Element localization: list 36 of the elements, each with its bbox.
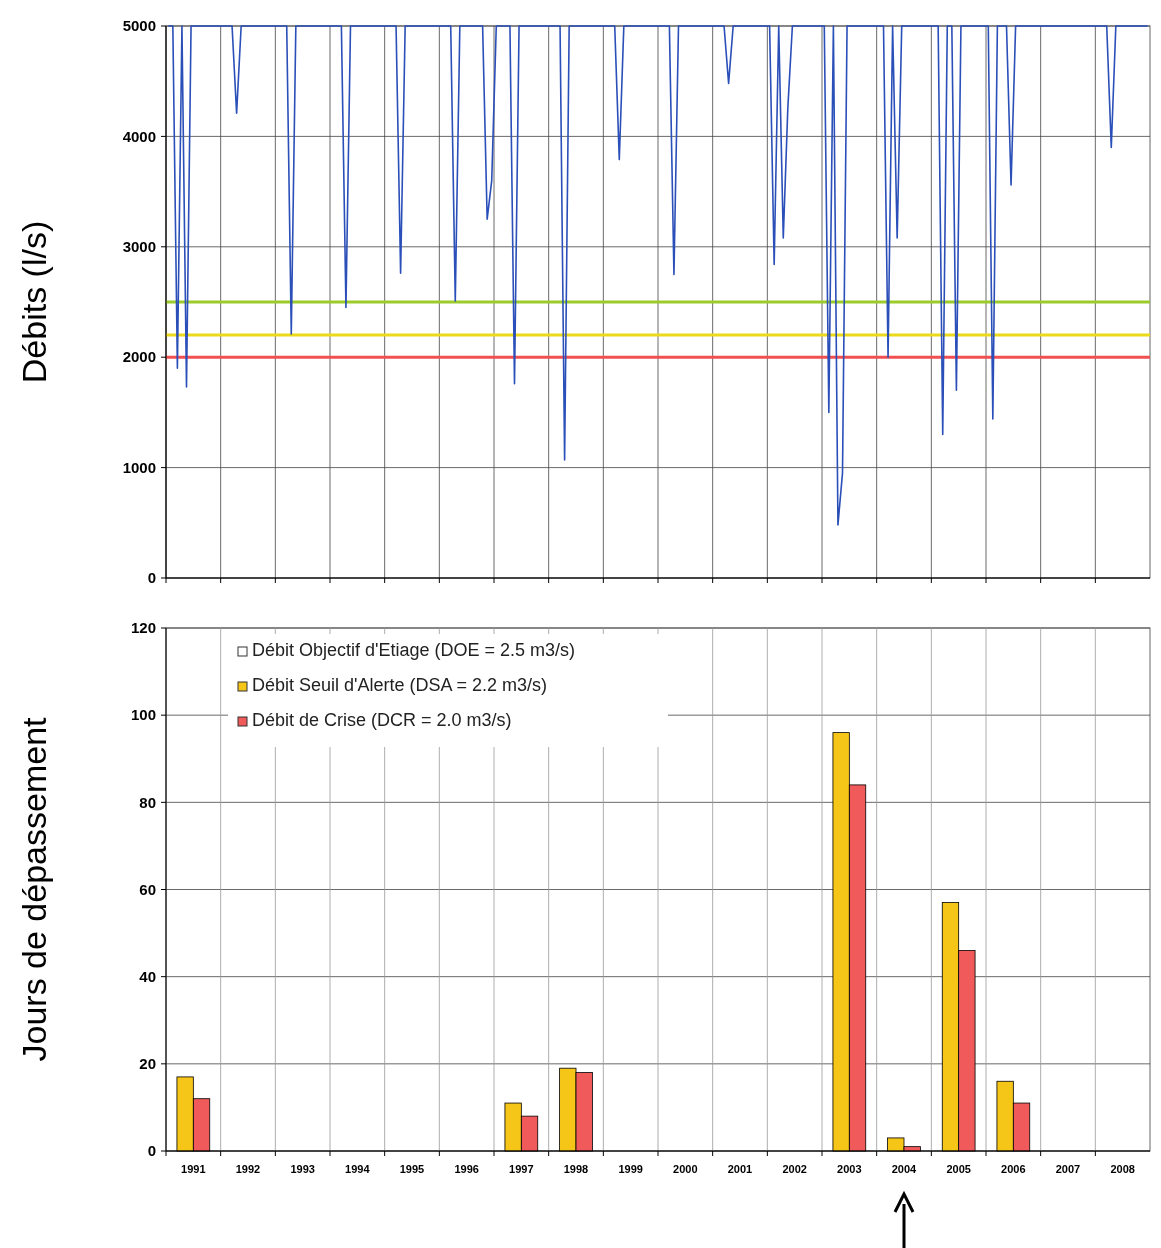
x-tick-label: 1993 (290, 1163, 315, 1175)
x-tick-label: 2007 (1055, 1163, 1081, 1175)
legend-label: Débit Seuil d'Alerte (DSA = 2.2 m3/s) (252, 675, 548, 695)
legend-label: Débit Objectif d'Etiage (DOE = 2.5 m3/s) (252, 640, 576, 660)
x-tick-label: 2000 (673, 1163, 698, 1175)
x-tick-label: 1999 (618, 1163, 643, 1175)
x-tick-label: 2004 (891, 1163, 918, 1175)
y-tick-label: 60 (139, 880, 156, 898)
x-tick-label: 2001 (727, 1163, 753, 1175)
y-tick-label: 120 (130, 619, 156, 637)
x-tick-label: 2008 (1110, 1163, 1135, 1175)
x-tick-label: 1998 (563, 1163, 589, 1175)
y-tick-label: 1000 (122, 458, 156, 476)
x-tick-label: 2006 (1001, 1163, 1026, 1175)
y-tick-label: 100 (130, 706, 156, 724)
x-tick-label: 1996 (454, 1163, 479, 1175)
y-axis-title: Jours de dépassement (15, 716, 53, 1062)
y-tick-label: 0 (147, 1142, 156, 1160)
y-tick-label: 4000 (122, 127, 156, 145)
x-tick-label: 1995 (399, 1163, 425, 1175)
y-tick-label: 5000 (122, 17, 156, 35)
legend-label: Débit de Crise (DCR = 2.0 m3/s) (252, 710, 512, 730)
x-tick-label: 2002 (782, 1163, 807, 1175)
x-tick-label: 1991 (181, 1163, 206, 1175)
y-tick-label: 0 (147, 569, 156, 587)
x-tick-label: 1997 (509, 1163, 534, 1175)
y-tick-label: 3000 (122, 238, 156, 256)
y-tick-label: 80 (139, 793, 156, 811)
x-tick-label: 1994 (345, 1163, 371, 1175)
x-tick-label: 1992 (235, 1163, 261, 1175)
x-tick-label: 2003 (837, 1163, 862, 1175)
y-tick-label: 2000 (122, 348, 156, 366)
x-tick-label: 2005 (946, 1163, 971, 1175)
y-tick-label: 40 (139, 967, 156, 985)
y-tick-label: 20 (139, 1055, 156, 1073)
y-axis-title: Débits (l/s) (15, 220, 53, 384)
